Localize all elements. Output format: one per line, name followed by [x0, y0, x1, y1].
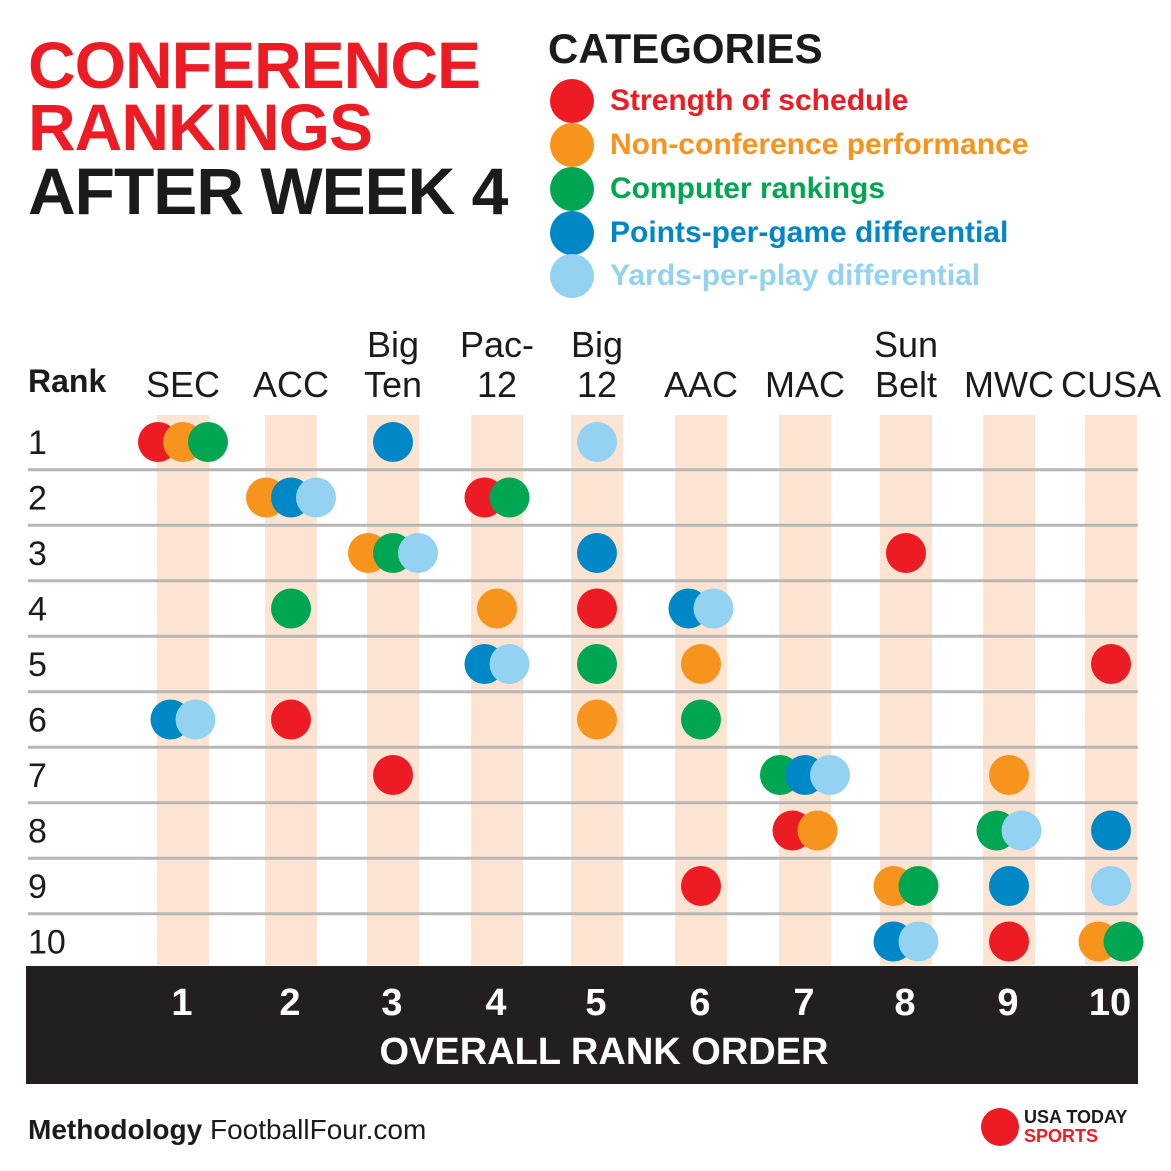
- rank-point: [296, 477, 336, 518]
- column-band-5: [571, 415, 623, 965]
- legend-label: Non-conference performance: [610, 128, 1029, 161]
- x-axis-bar: [26, 966, 1138, 1084]
- rank-point: [373, 422, 413, 462]
- rank-header: Rank: [28, 363, 106, 399]
- conference-header-label: MWC: [964, 364, 1054, 405]
- conference-header-label: AAC: [664, 364, 738, 405]
- rank-point: [271, 699, 311, 740]
- row-rank-label: 3: [28, 535, 47, 573]
- x-axis-title: OVERALL RANK ORDER: [380, 1031, 829, 1073]
- rank-point: [1091, 810, 1131, 851]
- methodology-label: Methodology: [28, 1114, 203, 1145]
- rank-point: [373, 755, 413, 795]
- legend-label: Yards-per-play differential: [610, 259, 981, 292]
- rank-point: [681, 644, 721, 684]
- x-tick-label: 5: [585, 982, 606, 1024]
- rank-point: [810, 755, 850, 795]
- rank-point: [1001, 810, 1042, 851]
- x-tick-label: 2: [279, 982, 300, 1024]
- rank-point: [681, 866, 721, 906]
- column-band-7: [779, 415, 831, 965]
- rank-point: [989, 866, 1029, 906]
- legend-dot-icon: [550, 79, 594, 123]
- rank-point: [989, 921, 1029, 962]
- rank-point: [271, 588, 311, 629]
- legend-dot-icon: [550, 167, 594, 211]
- rank-point: [1091, 866, 1131, 906]
- logo-line-1: USA TODAY: [1024, 1107, 1128, 1127]
- usa-today-sports-logo: USA TODAY SPORTS: [1024, 1108, 1127, 1146]
- conference-header-label: Belt: [875, 364, 937, 405]
- x-tick-label: 8: [894, 982, 915, 1024]
- row-rank-label: 7: [28, 757, 47, 795]
- title-line-3: AFTER WEEK 4: [28, 154, 508, 228]
- row-rank-label: 4: [28, 591, 47, 629]
- methodology-source: FootballFour.com: [209, 1114, 427, 1145]
- column-band-3: [367, 415, 419, 965]
- title-line-2: RANKINGS: [28, 90, 373, 164]
- rank-point: [398, 533, 438, 573]
- methodology-credit: Methodology FootballFour.com: [28, 1114, 426, 1146]
- rank-point: [489, 644, 530, 684]
- x-tick-label: 6: [689, 982, 710, 1024]
- legend-dot-icon: [550, 254, 594, 298]
- title-line-1: CONFERENCE: [28, 28, 481, 102]
- legend-title: CATEGORIES: [548, 25, 823, 72]
- x-tick-label: 4: [485, 982, 506, 1024]
- x-tick-label: 1: [171, 982, 192, 1024]
- rank-point: [797, 810, 838, 851]
- rank-point: [477, 588, 517, 629]
- rank-point: [898, 866, 939, 906]
- conference-header-label: Big: [571, 324, 623, 365]
- conference-header-label: 12: [577, 364, 617, 405]
- conference-header-label: SEC: [146, 364, 220, 405]
- legend-label: Points-per-game differential: [610, 216, 1009, 249]
- logo-line-2: SPORTS: [1024, 1126, 1099, 1146]
- x-tick-label: 9: [997, 982, 1018, 1024]
- rank-point: [1103, 921, 1144, 962]
- conference-header-label: CUSA: [1061, 364, 1161, 405]
- rank-point: [577, 699, 617, 740]
- conference-header-label: Big: [367, 324, 419, 365]
- row-rank-label: 2: [28, 480, 47, 518]
- rank-point: [693, 588, 734, 629]
- rank-point: [577, 588, 617, 629]
- rank-point: [577, 644, 617, 684]
- conference-header-label: MAC: [765, 364, 845, 405]
- x-tick-label: 10: [1089, 982, 1131, 1024]
- rank-point: [989, 755, 1029, 795]
- rank-point: [175, 699, 216, 740]
- rank-point: [489, 477, 530, 518]
- legend-label: Strength of schedule: [610, 84, 909, 117]
- x-tick-label: 7: [793, 982, 814, 1024]
- row-rank-label: 5: [28, 646, 47, 684]
- rank-point: [886, 533, 926, 573]
- row-rank-label: 9: [28, 868, 47, 906]
- row-rank-label: 10: [28, 924, 66, 962]
- conference-header-label: Ten: [364, 364, 422, 405]
- rank-point: [1091, 644, 1131, 684]
- conference-header-label: ACC: [253, 364, 329, 405]
- row-rank-label: 6: [28, 702, 47, 740]
- rank-point: [577, 422, 617, 462]
- conference-header-label: 12: [477, 364, 517, 405]
- rank-point: [188, 422, 228, 462]
- row-rank-label: 1: [28, 424, 47, 462]
- rank-point: [577, 533, 617, 573]
- legend-dot-icon: [550, 123, 594, 167]
- usa-today-logo-icon: [981, 1108, 1019, 1146]
- conference-header-label: Sun: [874, 324, 938, 365]
- legend-label: Computer rankings: [610, 172, 886, 205]
- conference-header-label: Pac-: [460, 324, 534, 365]
- legend-dot-icon: [550, 211, 594, 255]
- x-tick-label: 3: [381, 982, 402, 1024]
- rank-point: [681, 699, 721, 740]
- column-band-1: [157, 415, 209, 965]
- rank-point: [898, 921, 939, 962]
- row-rank-label: 8: [28, 813, 47, 851]
